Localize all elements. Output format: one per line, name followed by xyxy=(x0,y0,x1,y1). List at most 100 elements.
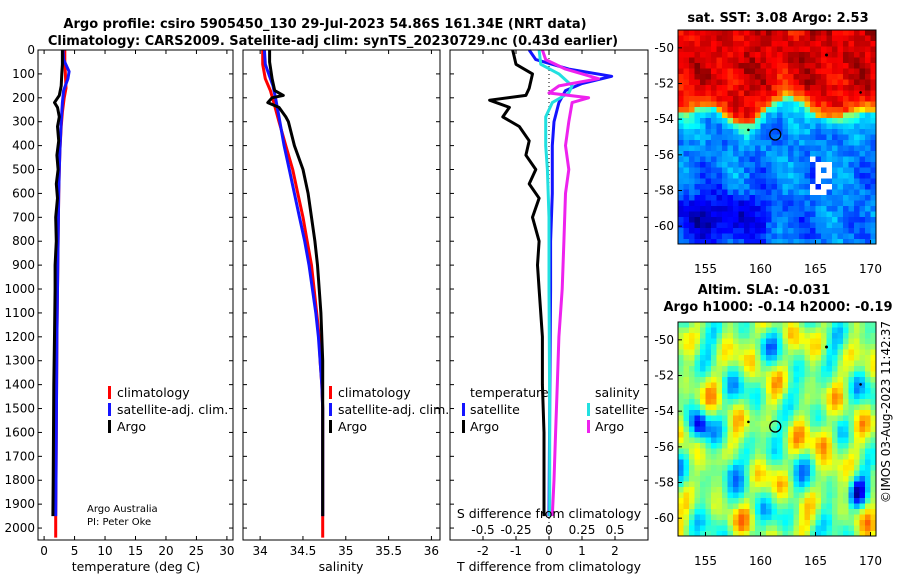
map-cell xyxy=(832,79,838,86)
map-cell xyxy=(799,476,805,482)
map-cell xyxy=(843,404,849,411)
map-cell xyxy=(804,437,811,444)
map-cell xyxy=(837,63,844,69)
map-cell xyxy=(705,189,712,196)
map-cell xyxy=(815,68,822,75)
map-cell xyxy=(738,173,745,179)
map-cell xyxy=(821,421,827,427)
map-cell xyxy=(870,531,876,536)
map-cell xyxy=(771,355,778,361)
map-cell xyxy=(722,333,728,339)
map-cell xyxy=(826,184,833,190)
map-cell xyxy=(810,41,816,47)
map-cell xyxy=(788,189,794,196)
map-cell xyxy=(793,167,800,174)
map-cell xyxy=(705,360,712,367)
map-cell xyxy=(837,360,844,367)
map-cell xyxy=(705,101,712,108)
map-cell xyxy=(683,140,690,146)
map-cell xyxy=(760,366,767,372)
map-cell xyxy=(793,366,800,372)
map-cell xyxy=(689,151,695,157)
map-cell xyxy=(683,68,690,75)
map-cell xyxy=(777,140,783,146)
map-cell xyxy=(771,393,778,400)
map-cell xyxy=(799,118,805,124)
map-cell xyxy=(832,459,838,466)
map-cell xyxy=(738,112,745,119)
map-cell xyxy=(821,531,827,536)
map-cell xyxy=(744,206,750,212)
map-cell xyxy=(810,437,816,444)
map-cell xyxy=(678,448,684,455)
map-cell xyxy=(738,333,745,339)
map-cell xyxy=(711,415,717,422)
map-cell xyxy=(744,487,750,493)
map-cell xyxy=(815,46,822,53)
map-cell xyxy=(689,432,695,438)
map-cell xyxy=(870,107,876,113)
map-cell xyxy=(788,79,794,86)
map-cell xyxy=(826,470,833,477)
map-cell xyxy=(766,415,772,422)
map-cell xyxy=(788,52,794,58)
map-cell xyxy=(705,344,712,350)
map-cell xyxy=(848,355,855,361)
map-cell xyxy=(782,173,789,179)
map-cell xyxy=(854,377,860,383)
map-cell xyxy=(700,415,706,422)
map-cell xyxy=(865,525,871,532)
map-cell xyxy=(870,211,876,218)
map-cell xyxy=(837,476,844,482)
map-cell xyxy=(854,382,860,389)
map-cell xyxy=(749,74,756,80)
map-cell xyxy=(854,200,860,207)
map-cell xyxy=(865,503,871,510)
map-cell xyxy=(705,415,712,422)
map-cell xyxy=(727,498,734,504)
map-cell xyxy=(694,520,701,526)
map-cell xyxy=(738,107,745,113)
map-cell xyxy=(826,327,833,334)
map-cell xyxy=(854,217,860,223)
map-cell xyxy=(760,41,767,47)
map-cell xyxy=(821,162,827,168)
map-cell xyxy=(777,503,783,510)
map-cell xyxy=(727,470,734,477)
map-cell xyxy=(700,531,706,536)
map-cell xyxy=(749,178,756,185)
map-cell xyxy=(716,371,723,378)
map-cell xyxy=(843,481,849,488)
map-cell xyxy=(716,459,723,466)
map-cell xyxy=(700,228,706,234)
map-cell xyxy=(760,520,767,526)
map-cell xyxy=(755,68,761,75)
map-cell xyxy=(678,52,684,58)
map-cell xyxy=(870,509,876,515)
map-cell xyxy=(799,79,805,86)
map-cell xyxy=(744,344,750,350)
map-cell xyxy=(700,503,706,510)
map-cell xyxy=(683,503,690,510)
map-cell xyxy=(755,443,761,449)
map-cell xyxy=(854,520,860,526)
map-cell xyxy=(683,498,690,504)
map-cell xyxy=(755,184,761,190)
map-cell xyxy=(766,371,772,378)
map-cell xyxy=(815,222,822,229)
map-cell xyxy=(859,525,866,532)
map-cell xyxy=(705,74,712,80)
map-cell xyxy=(716,382,723,389)
map-cell xyxy=(793,525,800,532)
map-cell xyxy=(760,46,767,53)
map-cell xyxy=(821,492,827,499)
map-cell xyxy=(788,426,794,433)
map-cell xyxy=(832,509,838,515)
map-cell xyxy=(711,514,717,521)
map-cell xyxy=(744,360,750,367)
map-cell xyxy=(799,393,805,400)
map-cell xyxy=(755,217,761,223)
map-cell xyxy=(859,382,866,389)
map-cell xyxy=(870,228,876,234)
map-cell xyxy=(749,123,756,130)
